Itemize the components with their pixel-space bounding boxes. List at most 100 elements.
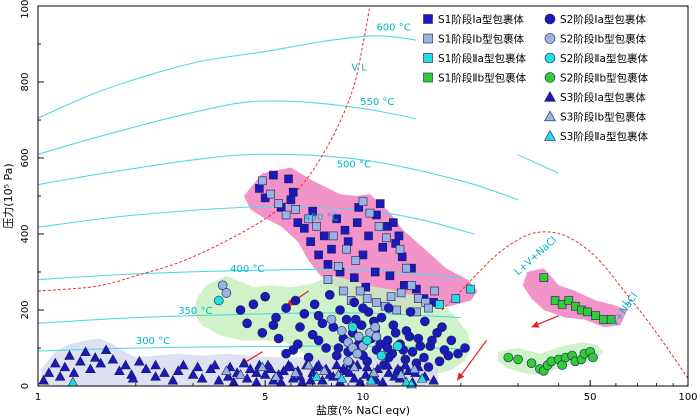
- data-point: [307, 329, 318, 340]
- data-point: [244, 363, 256, 374]
- data-point: [466, 284, 475, 294]
- arrow-2: [456, 340, 488, 381]
- data-point: [167, 374, 179, 385]
- data-point: [178, 359, 189, 370]
- legend: S1阶段Ⅰa型包裹体 S2阶段Ⅰa型包裹体 S1阶段Ⅰb型包裹体 S2阶段Ⅰb型包裹体…: [416, 7, 687, 155]
- data-point: [336, 372, 348, 383]
- y-tick-label: 600: [20, 148, 31, 167]
- data-point: [591, 311, 601, 321]
- data-point: [588, 352, 598, 363]
- data-point: [375, 199, 385, 208]
- data-point: [269, 170, 278, 180]
- data-point: [120, 359, 131, 370]
- x-tick-label: 1: [35, 392, 41, 403]
- data-point: [196, 372, 208, 383]
- data-point: [386, 292, 396, 302]
- data-point: [319, 231, 329, 241]
- data-point: [368, 367, 380, 377]
- data-point: [414, 294, 423, 303]
- data-point: [306, 237, 315, 246]
- data-point: [451, 294, 461, 303]
- data-point: [38, 374, 49, 385]
- data-point: [362, 335, 372, 346]
- data-point: [266, 189, 276, 199]
- data-point: [311, 371, 322, 381]
- data-point: [365, 374, 377, 385]
- legend-item: S2阶段Ⅰb型包裹体: [544, 33, 647, 46]
- data-point: [331, 359, 343, 370]
- data-point: [304, 214, 313, 224]
- isotherm-label: 450 °C: [304, 213, 338, 224]
- legend-marker: [544, 129, 556, 141]
- y-tick-label: 0: [20, 383, 31, 389]
- data-point: [344, 367, 355, 377]
- data-point: [392, 363, 404, 374]
- data-point: [341, 314, 352, 325]
- legend-label: S2阶段Ⅰb型包裹体: [560, 33, 647, 46]
- isotherm-450: [37, 205, 475, 235]
- data-point: [140, 363, 152, 374]
- data-point: [374, 222, 384, 231]
- data-point: [134, 355, 145, 366]
- data-point: [43, 367, 55, 377]
- data-point: [409, 363, 420, 374]
- isotherm-label: 550 °C: [360, 97, 394, 108]
- data-point: [427, 335, 437, 346]
- data-point: [248, 299, 259, 310]
- data-point: [187, 369, 199, 379]
- data-point: [370, 322, 380, 332]
- data-point: [564, 296, 574, 305]
- isotherm-label: 400 °C: [230, 264, 264, 275]
- legend-marker: [544, 13, 556, 25]
- series-4: [235, 289, 470, 376]
- data-point: [405, 307, 416, 317]
- x-axis-title: 盐度(% NaCl eqv): [316, 403, 410, 417]
- data-point: [437, 322, 447, 332]
- data-point: [328, 231, 338, 241]
- data-point: [424, 303, 433, 313]
- legend-marker: [423, 33, 433, 44]
- data-point: [332, 214, 342, 224]
- legend-item: S2阶段Ⅱa型包裹体: [544, 52, 648, 65]
- data-point: [423, 362, 434, 372]
- data-point: [420, 316, 430, 327]
- data-point: [385, 271, 395, 281]
- data-point: [333, 343, 344, 353]
- data-point: [599, 315, 608, 324]
- region-0: [243, 167, 478, 314]
- data-point: [286, 195, 296, 205]
- data-point: [299, 308, 310, 319]
- data-point: [434, 356, 445, 367]
- data-point: [342, 244, 351, 254]
- isotherm-label: 500 °C: [337, 160, 371, 171]
- x-tick-label: 5: [262, 392, 268, 403]
- data-point: [221, 288, 232, 298]
- data-point: [376, 312, 387, 323]
- legend-item: S1阶段Ⅱb型包裹体: [423, 72, 527, 85]
- data-point: [360, 369, 372, 379]
- data-point: [257, 361, 268, 372]
- x-tick-label: 100: [678, 392, 697, 403]
- data-point: [460, 343, 470, 353]
- data-point: [393, 341, 403, 351]
- data-point: [539, 273, 549, 283]
- data-point: [257, 327, 268, 338]
- data-point: [324, 289, 335, 300]
- data-point: [293, 218, 303, 227]
- data-point: [383, 367, 395, 377]
- data-point: [396, 288, 406, 298]
- data-point: [416, 372, 428, 383]
- data-point: [392, 305, 402, 315]
- data-point: [383, 303, 394, 313]
- data-point: [389, 218, 398, 227]
- data-point: [352, 348, 363, 359]
- data-point: [281, 348, 291, 359]
- data-point: [300, 224, 309, 233]
- data-point: [404, 331, 415, 342]
- data-point: [213, 295, 224, 306]
- isotherm-350: [37, 312, 461, 324]
- data-point: [49, 357, 61, 368]
- data-point: [372, 298, 381, 307]
- legend-marker: [544, 72, 556, 83]
- data-point: [258, 176, 267, 186]
